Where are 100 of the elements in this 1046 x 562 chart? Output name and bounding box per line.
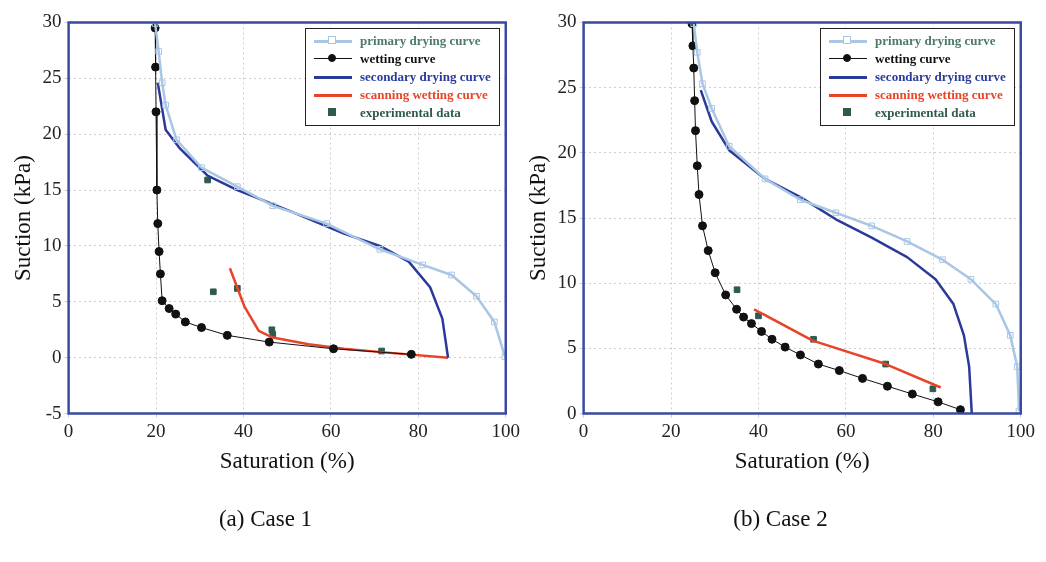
point	[955, 405, 965, 414]
legend-label: wetting curve	[875, 50, 951, 69]
point	[153, 219, 163, 229]
point	[903, 238, 911, 245]
point	[967, 275, 975, 283]
legend-label: primary drying curve	[360, 32, 481, 51]
point	[501, 353, 506, 360]
point	[151, 107, 161, 117]
point	[992, 300, 1000, 308]
point	[180, 317, 190, 327]
point	[152, 185, 162, 195]
legend-label: scanning wetting curve	[875, 86, 1003, 105]
point	[703, 246, 713, 256]
point	[698, 221, 708, 231]
point	[264, 337, 274, 347]
y-tick-label: 30	[42, 10, 62, 32]
y-tick-label: 15	[557, 205, 577, 227]
y-tick-label: 5	[52, 289, 62, 311]
point	[757, 326, 767, 336]
point	[162, 101, 169, 109]
point	[767, 334, 777, 344]
point	[933, 397, 943, 407]
point	[196, 323, 206, 333]
legend-label: secondary drying curve	[875, 68, 1006, 87]
y-tick-label: 10	[42, 233, 62, 255]
point	[710, 268, 720, 278]
point	[173, 136, 180, 144]
point	[813, 359, 823, 369]
y-tick-label: 20	[557, 140, 577, 162]
point	[708, 105, 716, 112]
point	[209, 288, 217, 296]
point	[689, 63, 699, 73]
y-tick-label: 15	[42, 178, 62, 200]
x-axis-title: Saturation (%)	[734, 448, 870, 474]
point	[739, 312, 749, 322]
point	[755, 312, 762, 320]
point	[858, 373, 867, 383]
point	[269, 202, 277, 210]
point	[733, 286, 741, 294]
legend-label: experimental data	[875, 104, 976, 123]
legend-label: experimental data	[360, 104, 461, 123]
point	[746, 319, 756, 329]
y-tick-label: 5	[567, 336, 577, 358]
x-tick-label: 100	[491, 419, 520, 441]
point	[834, 366, 844, 376]
point	[939, 256, 946, 264]
point	[204, 176, 211, 184]
x-tick-label: 60	[321, 419, 341, 441]
y-tick-label: 0	[567, 401, 577, 423]
point	[329, 344, 339, 354]
legend-label: scanning wetting curve	[360, 86, 488, 105]
y-axis-title: Suction (kPa)	[9, 155, 35, 281]
point	[376, 245, 384, 253]
point	[154, 247, 164, 257]
point	[419, 261, 427, 269]
point	[721, 290, 731, 300]
point	[155, 48, 162, 55]
x-tick-label: 80	[408, 419, 428, 441]
point	[691, 126, 701, 136]
point	[725, 142, 733, 150]
point	[690, 96, 700, 106]
point	[448, 271, 455, 279]
x-tick-label: 40	[233, 419, 253, 441]
y-tick-label: 25	[42, 66, 62, 88]
point	[473, 292, 480, 300]
y-tick-label: 25	[557, 75, 577, 97]
point	[158, 79, 166, 87]
point	[882, 381, 892, 391]
point	[761, 175, 769, 183]
y-axis-title: Suction (kPa)	[524, 155, 550, 281]
text: (b) Case 2	[732, 506, 829, 532]
point	[222, 330, 232, 340]
point	[171, 309, 181, 319]
point	[694, 190, 704, 200]
legend-label: wetting curve	[360, 50, 436, 69]
point	[155, 269, 165, 279]
point	[780, 342, 790, 352]
point	[797, 196, 804, 204]
point	[699, 80, 706, 88]
point	[907, 389, 917, 399]
x-tick-label: 80	[923, 419, 943, 441]
legend-label: secondary drying curve	[360, 68, 491, 87]
point	[693, 49, 701, 56]
x-tick-label: 20	[661, 419, 681, 441]
point	[151, 62, 161, 72]
x-tick-label: 20	[146, 419, 166, 441]
point	[1006, 332, 1014, 339]
point	[164, 304, 174, 314]
point	[868, 222, 876, 230]
y-tick-label: 0	[52, 345, 62, 367]
point	[732, 304, 742, 314]
point	[157, 296, 167, 306]
y-tick-label: -5	[45, 401, 62, 423]
point	[491, 318, 498, 326]
y-tick-label: 20	[42, 122, 62, 144]
point	[1013, 363, 1021, 370]
point	[234, 183, 241, 191]
point	[692, 161, 702, 171]
legend-label: primary drying curve	[875, 32, 996, 51]
y-tick-label: 30	[557, 10, 577, 32]
